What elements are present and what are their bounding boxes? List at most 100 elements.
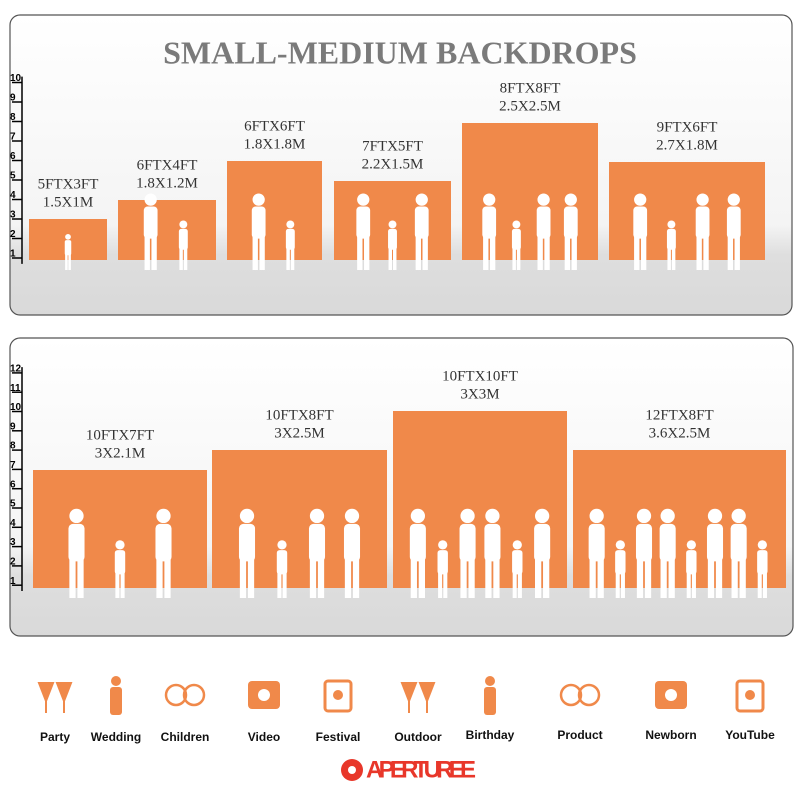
backdrop: 6FTX4FT 1.8X1.2M — [118, 157, 216, 270]
backdrop-size-ft: 9FTX6FT — [657, 119, 718, 135]
silhouette-leg — [164, 557, 171, 598]
silhouette-leg — [438, 572, 443, 598]
silhouette-leg — [183, 247, 188, 270]
backdrop: 9FTX6FT 2.7X1.8M — [609, 119, 765, 270]
silhouette-leg — [691, 572, 696, 598]
backdrop-size-m: 3.6X2.5M — [649, 425, 711, 441]
silhouette-head — [410, 508, 425, 524]
silhouette-leg — [762, 572, 767, 598]
silhouette-leg — [535, 557, 542, 598]
silhouette-leg — [392, 247, 397, 270]
backdrop-size-ft: 6FTX6FT — [244, 118, 305, 134]
title: SMALL-MEDIUM BACKDROPS — [163, 34, 637, 70]
silhouette-head — [239, 508, 255, 524]
ruler-label: 2 — [10, 557, 16, 568]
silhouette-leg — [68, 253, 71, 270]
use-icon — [735, 679, 765, 713]
silhouette-leg — [696, 235, 702, 270]
silhouette-leg — [483, 235, 489, 270]
silhouette-leg — [543, 557, 550, 598]
silhouette-head — [707, 508, 723, 524]
silhouette-leg — [686, 572, 691, 598]
silhouette-leg — [597, 557, 604, 598]
backdrop-size-m: 1.8X1.8M — [244, 136, 306, 152]
silhouette-leg — [352, 557, 360, 598]
backdrop-size-m: 1.8X1.2M — [136, 175, 198, 191]
silhouette-body — [178, 228, 188, 250]
silhouette-leg — [247, 557, 255, 598]
silhouette-leg — [640, 235, 647, 270]
silhouette-leg — [259, 235, 265, 270]
silhouette-body — [730, 523, 747, 562]
silhouette-leg — [239, 557, 247, 598]
silhouette-leg — [65, 253, 68, 270]
silhouette-head — [344, 508, 360, 524]
ruler-label: 7 — [10, 132, 16, 143]
silhouette-body — [251, 206, 266, 239]
use-label: Children — [161, 730, 210, 744]
silhouette-head — [286, 220, 295, 229]
silhouette-head — [460, 508, 475, 524]
backdrop-size-m: 2.7X1.8M — [656, 137, 718, 153]
ruler-label: 9 — [10, 93, 16, 104]
use-label: Newborn — [645, 728, 696, 742]
backdrop-rect — [118, 200, 216, 260]
backdrop: 5FTX3FT 1.5X1M — [29, 176, 107, 270]
silhouette-body — [388, 228, 397, 250]
silhouette-body — [588, 523, 605, 562]
silhouette-head — [660, 508, 675, 524]
backdrop: 6FTX6FT 1.8X1.8M — [227, 118, 322, 270]
ruler-label: 10 — [10, 402, 22, 413]
backdrop-size-m: 3X3M — [460, 386, 499, 402]
silhouette-leg — [468, 557, 475, 598]
use-icons: Party Wedding Children Video Festival Outdoor… — [37, 676, 775, 744]
backdrop: 10FTX7FT 3X2.1M — [33, 427, 207, 598]
backdrop-rect — [573, 450, 786, 588]
ruler-label: 4 — [10, 518, 16, 529]
silhouette-body — [695, 206, 710, 239]
ruler-label: 6 — [10, 151, 16, 162]
silhouette-body — [343, 523, 361, 562]
silhouette-leg — [388, 247, 393, 270]
silhouette-body — [155, 523, 172, 562]
use-label: Product — [557, 728, 602, 742]
silhouette-leg — [571, 235, 577, 270]
silhouette-body — [238, 523, 256, 562]
use-icon — [400, 682, 436, 713]
silhouette-head — [357, 193, 370, 206]
backdrop-size-ft: 10FTX10FT — [442, 368, 518, 384]
silhouette-body — [143, 206, 158, 239]
silhouette-head — [438, 540, 448, 550]
silhouette-head — [512, 540, 522, 550]
silhouette-body — [511, 228, 521, 250]
ruler-label: 1 — [10, 576, 16, 587]
silhouette-leg — [485, 557, 492, 598]
silhouette-body — [563, 206, 578, 239]
silhouette-head — [634, 193, 647, 206]
silhouette-leg — [544, 235, 550, 270]
silhouette-body — [459, 523, 476, 562]
silhouette-head — [537, 193, 550, 206]
silhouette-body — [534, 523, 551, 562]
silhouette-body — [482, 206, 497, 239]
silhouette-leg — [668, 557, 675, 598]
use-icon — [111, 676, 121, 686]
use-label: Festival — [316, 730, 361, 744]
silhouette-body — [536, 206, 551, 239]
silhouette-head — [309, 508, 325, 524]
silhouette-body — [686, 550, 697, 575]
use-label: Party — [40, 730, 70, 744]
silhouette-head — [115, 540, 125, 550]
backdrop: 8FTX8FT 2.5X2.5M — [462, 80, 598, 270]
silhouette-leg — [517, 572, 522, 598]
silhouette-leg — [512, 247, 516, 270]
brand-logo-center — [348, 766, 356, 774]
silhouette-leg — [309, 557, 317, 598]
backdrop-size-ft: 10FTX8FT — [265, 407, 333, 423]
silhouette-leg — [357, 235, 363, 270]
silhouette-body — [615, 550, 626, 575]
silhouette-body — [308, 523, 326, 562]
silhouette-leg — [460, 557, 467, 598]
silhouette-leg — [537, 235, 543, 270]
